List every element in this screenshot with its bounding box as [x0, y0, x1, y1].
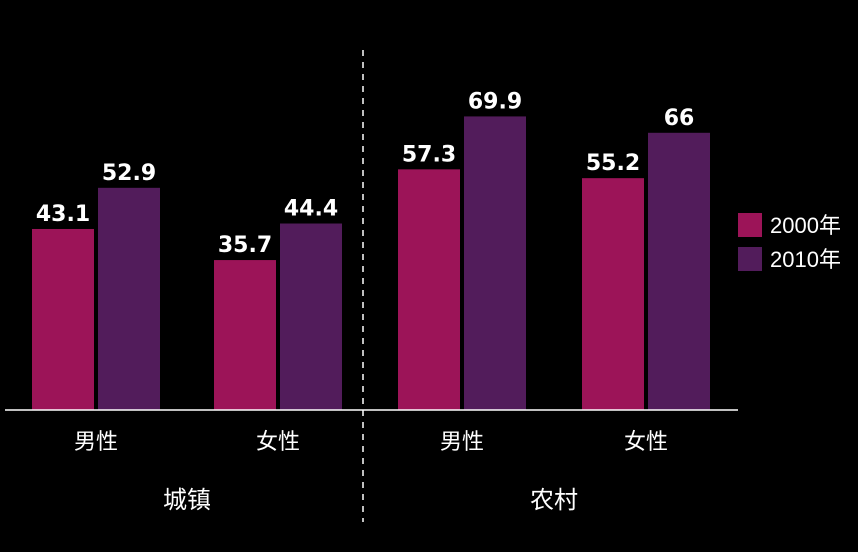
legend-label-0: 2000年 — [770, 213, 841, 238]
category-labels-layer: 男性 女性 男性 女性 — [74, 430, 668, 455]
bar-s0-c3 — [582, 178, 644, 410]
value-label-s1-c0: 52.9 — [102, 161, 156, 186]
value-label-s1-c2: 69.9 — [468, 89, 522, 114]
legend-swatch-1 — [738, 247, 762, 271]
category-label-g1-1: 女性 — [624, 430, 668, 455]
bar-s1-c3 — [648, 132, 710, 411]
category-label-g1-0: 男性 — [440, 430, 484, 455]
value-label-s1-c1: 44.4 — [284, 197, 338, 222]
category-label-g0-0: 男性 — [74, 430, 118, 455]
legend: 2000年 2010年 — [738, 213, 841, 272]
bars-layer — [32, 116, 710, 411]
group-label-1: 农村 — [530, 486, 578, 514]
legend-swatch-0 — [738, 213, 762, 237]
bar-s1-c2 — [464, 116, 526, 411]
value-label-s0-c3: 55.2 — [586, 151, 640, 176]
value-labels-layer: 43.1 35.7 57.3 55.2 52.9 44.4 69.9 66 — [36, 89, 694, 258]
value-label-s1-c3: 66 — [664, 106, 695, 131]
bar-s0-c1 — [214, 260, 276, 410]
value-label-s0-c0: 43.1 — [36, 202, 90, 227]
group-label-0: 城镇 — [163, 486, 211, 514]
value-label-s0-c1: 35.7 — [218, 233, 272, 258]
bar-s0-c0 — [32, 228, 94, 410]
category-label-g0-1: 女性 — [256, 430, 300, 455]
group-labels-layer: 城镇 农村 — [163, 486, 578, 514]
legend-label-1: 2010年 — [770, 247, 841, 272]
bar-s0-c2 — [398, 169, 460, 410]
bar-s1-c1 — [280, 223, 342, 410]
value-label-s0-c2: 57.3 — [402, 142, 456, 167]
bar-s1-c0 — [98, 187, 160, 410]
